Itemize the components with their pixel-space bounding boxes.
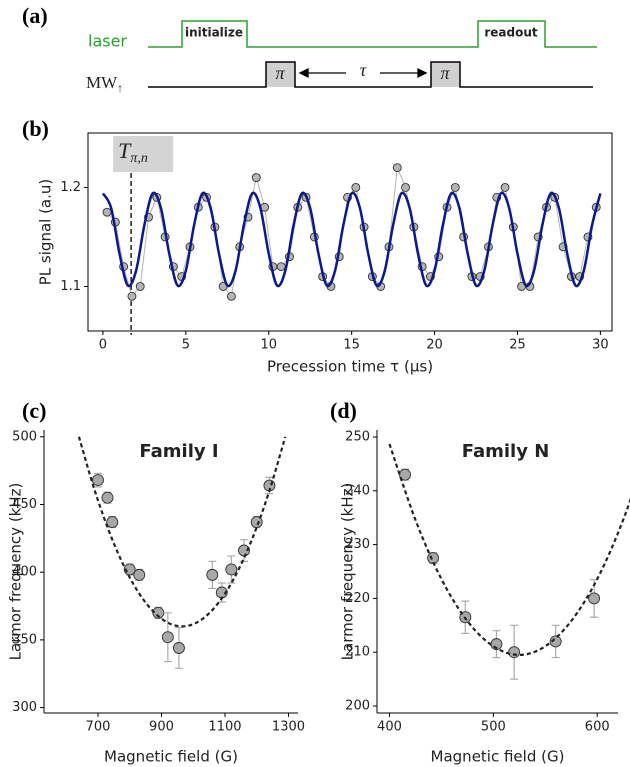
arrow-head — [298, 67, 309, 79]
x-axis-label: Magnetic field (G) — [104, 748, 238, 766]
x-tick-label: 700 — [86, 720, 111, 735]
mw-label: MW↑ — [86, 73, 123, 95]
pi-label: π — [440, 63, 450, 83]
y-tick-label: 500 — [12, 429, 37, 444]
x-tick-label: 1300 — [272, 720, 305, 735]
data-point — [102, 207, 112, 217]
tau-arrows — [298, 67, 428, 79]
y-tick-label: 200 — [345, 699, 370, 714]
data-point — [135, 282, 145, 291]
annotation-text: T — [118, 138, 132, 163]
y-tick-label: 230 — [345, 537, 370, 552]
y-tick-label: 300 — [12, 700, 37, 715]
x-axis-label: Precession time τ (μs) — [267, 358, 433, 376]
mw-text: MW — [86, 73, 118, 92]
annotation: Tπ,n — [118, 138, 148, 166]
x-tick-label: 30 — [592, 338, 609, 353]
data-point — [172, 642, 185, 654]
pi-label: π — [275, 63, 285, 83]
mw-pulse — [431, 62, 460, 87]
data-point — [206, 568, 219, 581]
x-tick-label: 600 — [585, 720, 610, 735]
arrow-head — [417, 67, 428, 79]
panel-label: (d) — [330, 398, 357, 423]
annotation-box — [113, 136, 174, 172]
laser-line — [148, 20, 597, 48]
data-point — [226, 291, 236, 301]
data-point — [101, 491, 114, 504]
data-point — [549, 635, 562, 648]
data-point — [161, 631, 174, 644]
x-tick-label: 500 — [481, 720, 506, 735]
data-point — [401, 182, 411, 192]
fit-line — [101, 191, 602, 288]
mw-pulse — [266, 62, 295, 87]
laser-label: laser — [88, 32, 127, 51]
y-axis-label: Larmor frequency (kHz) — [7, 483, 25, 661]
data-point — [133, 568, 146, 581]
y-axis-label: PL signal (a.u) — [37, 179, 55, 285]
y-tick-label: 220 — [345, 591, 370, 606]
data-point — [106, 516, 119, 529]
x-tick-label: 10 — [260, 338, 277, 353]
mw-subscript: ↑ — [117, 81, 123, 95]
panel-label: (c) — [22, 398, 46, 423]
fit-line — [388, 443, 630, 656]
data-point — [392, 163, 402, 173]
pulse-label: readout — [484, 26, 538, 40]
plot-frame — [87, 132, 613, 332]
x-tick-label: 900 — [149, 720, 174, 735]
x-tick-label: 0 — [99, 338, 107, 353]
y-tick-label: 250 — [345, 429, 370, 444]
data-point — [588, 592, 601, 605]
data-point — [225, 563, 238, 576]
panel-label: (a) — [22, 3, 48, 28]
tau-label: τ — [360, 60, 367, 80]
x-tick-label: 400 — [377, 720, 402, 735]
data-point — [399, 468, 411, 481]
y-tick-label: 210 — [345, 645, 370, 660]
data-point — [276, 262, 286, 272]
data-point — [251, 173, 261, 183]
data-point — [508, 646, 521, 659]
x-tick-label: 1100 — [208, 720, 241, 735]
y-tick-label: 400 — [12, 565, 37, 580]
pulse-label: initialize — [185, 26, 243, 40]
chart-title: Family I — [139, 441, 218, 462]
data-point — [500, 182, 510, 192]
x-tick-label: 15 — [343, 338, 360, 353]
panel-label: (b) — [22, 116, 49, 141]
data-point — [127, 291, 137, 301]
annotation-subscript: π,n — [130, 151, 148, 166]
data-point — [92, 474, 104, 487]
data-point — [450, 182, 460, 192]
y-tick-label: 350 — [12, 632, 37, 647]
y-tick-label: 450 — [12, 497, 37, 512]
data-point — [351, 182, 361, 192]
x-tick-label: 25 — [509, 338, 526, 353]
y-axis-label: Larmor frequency (kHz) — [339, 483, 357, 661]
x-tick-label: 20 — [426, 338, 443, 353]
y-tick-label: 1.1 — [60, 279, 81, 294]
data-point — [250, 516, 263, 529]
chart-title: Family N — [462, 441, 550, 462]
x-axis-label: Magnetic field (G) — [431, 748, 565, 766]
y-tick-label: 1.2 — [60, 180, 81, 195]
mw-line — [148, 61, 593, 88]
data-point — [427, 552, 440, 564]
x-tick-label: 5 — [182, 338, 190, 353]
data-point — [152, 606, 165, 619]
y-tick-label: 240 — [345, 483, 370, 498]
fit-line — [77, 436, 287, 628]
